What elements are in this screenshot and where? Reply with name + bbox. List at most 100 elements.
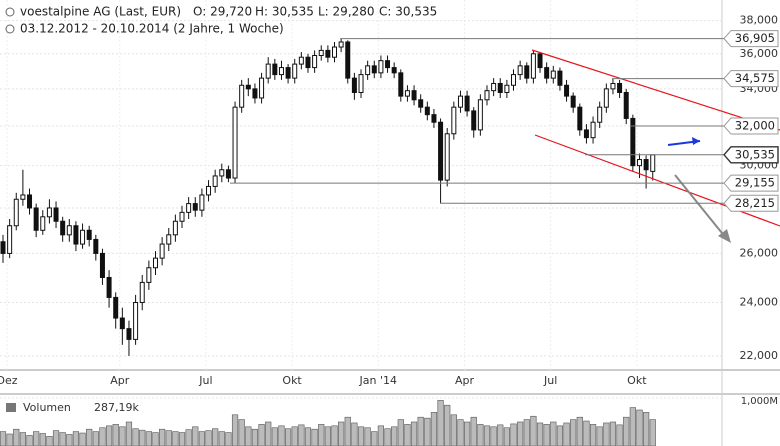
x-tick-label: Okt	[282, 374, 302, 387]
x-tick-label: Dez	[0, 374, 18, 387]
arrow-head	[718, 229, 731, 243]
candle-body	[219, 169, 225, 177]
volume-bar	[66, 434, 73, 446]
volume-bar	[99, 427, 106, 446]
volume-bar	[86, 428, 93, 446]
y-tick-label: 36,000	[740, 47, 779, 60]
volume-bar	[46, 436, 53, 446]
candle-body	[33, 207, 39, 231]
icon	[5, 24, 15, 34]
y-tick-label: 26,000	[740, 246, 779, 259]
candle-body	[225, 169, 231, 179]
candle-body	[332, 46, 337, 58]
icon	[5, 7, 15, 17]
volume-bar	[497, 424, 504, 446]
candle-body	[206, 185, 212, 196]
candle-body	[20, 194, 26, 200]
candle-body	[477, 99, 483, 131]
volume-bar	[410, 421, 418, 446]
volume-bar	[105, 425, 113, 446]
volume-bar	[152, 432, 159, 446]
volume-bar	[510, 423, 517, 446]
volume-bar	[550, 421, 557, 446]
candle-body	[365, 65, 371, 76]
volume-bar	[576, 416, 583, 446]
candle-body	[152, 257, 158, 269]
volume-bar	[39, 433, 46, 446]
candle-body	[570, 95, 576, 108]
volume-bar	[271, 427, 278, 446]
volume-bar	[384, 428, 391, 446]
volume-bar	[417, 416, 424, 446]
header: voestalpine AG (Last, EUR) O: 29,720 H: …	[5, 5, 437, 414]
level-label: 34,575	[735, 71, 775, 85]
candle-body	[73, 225, 79, 245]
volume-bar	[556, 425, 564, 446]
level-label: 29,155	[735, 176, 775, 190]
chart-title: voestalpine AG (Last, EUR)	[20, 5, 181, 19]
x-tick-label: Apr	[455, 374, 475, 387]
volume-bar	[397, 419, 404, 446]
volume-bar	[490, 426, 497, 446]
volume-bar	[13, 428, 20, 446]
candle-body	[119, 317, 125, 330]
volume-bar	[377, 425, 385, 446]
candle-body	[404, 90, 410, 97]
candle-body	[232, 106, 238, 179]
volume-bar	[79, 432, 86, 446]
volume-bar	[609, 421, 617, 446]
candle-body	[378, 60, 384, 74]
candle-body	[212, 175, 218, 187]
level-label: 36,905	[735, 31, 775, 45]
volume-bar	[245, 426, 252, 446]
candle-body	[597, 106, 603, 123]
candle-body	[511, 74, 517, 86]
candle-body	[159, 243, 165, 259]
candle-body	[133, 302, 139, 340]
candle-body	[351, 77, 357, 93]
volume-bar	[304, 427, 312, 446]
candle-body	[312, 55, 318, 69]
volume-bar	[0, 431, 7, 446]
volume-bar	[477, 424, 484, 446]
candle-body	[471, 110, 477, 131]
candle-body	[431, 114, 437, 123]
quote: O: 29,720	[193, 5, 252, 19]
candle-body	[398, 72, 404, 97]
volume-bar	[178, 432, 186, 446]
volume-bar	[119, 426, 126, 446]
volume-bar	[112, 424, 119, 446]
candle-body	[524, 65, 530, 79]
candle-body	[166, 234, 172, 245]
candle-body	[7, 225, 13, 254]
candle-body	[27, 194, 33, 209]
volume-bar	[311, 428, 318, 446]
volume-bar	[483, 425, 491, 446]
quote: H: 30,535	[255, 5, 314, 19]
candle-body	[278, 67, 284, 76]
y-tick-label: 38,000	[740, 14, 779, 27]
candle-body	[338, 41, 344, 48]
volume-bar	[298, 424, 305, 446]
volume-bar	[132, 428, 139, 446]
candle-body	[126, 328, 132, 340]
volume-bar	[145, 431, 152, 446]
volume-bar	[212, 428, 219, 446]
candle-body	[411, 90, 417, 101]
volume-bar	[503, 427, 510, 446]
volume-bar	[543, 424, 550, 446]
candle-body	[139, 281, 145, 304]
level-label: 32,000	[735, 119, 775, 133]
volume-bar	[371, 431, 378, 446]
volume-bar	[72, 431, 80, 446]
candle-body	[418, 99, 424, 108]
volume-bar	[205, 430, 212, 446]
candle-body	[252, 88, 258, 99]
candle-body	[86, 229, 92, 240]
volume-bar	[636, 409, 643, 446]
trend-line	[531, 49, 780, 131]
volume-bar	[536, 422, 544, 446]
volume-bar	[338, 421, 345, 446]
volume-bar	[463, 421, 471, 446]
level-box	[723, 70, 779, 88]
